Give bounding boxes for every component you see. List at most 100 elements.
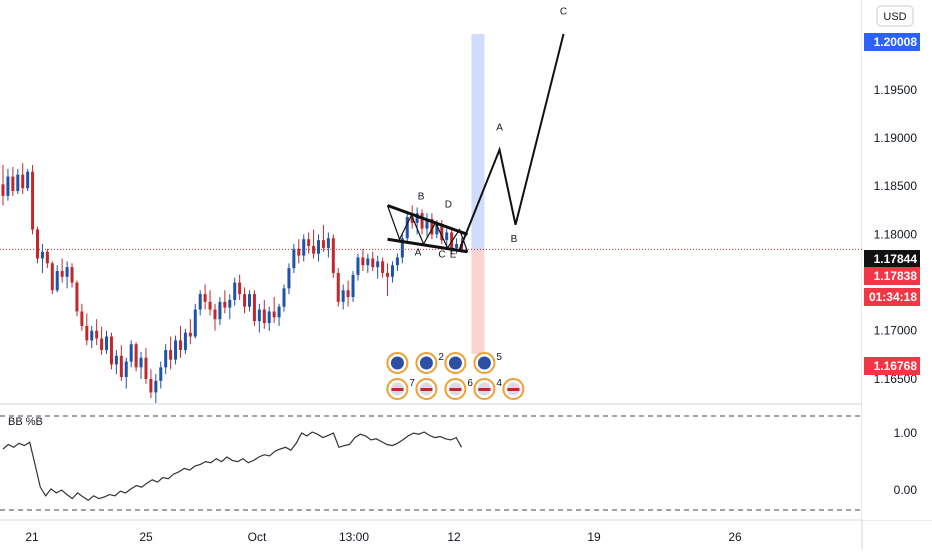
candle-body <box>248 294 251 307</box>
candle <box>317 234 321 262</box>
candle <box>26 168 30 192</box>
event-marker[interactable]: 6 <box>444 378 473 400</box>
candle-body <box>321 240 325 248</box>
candle <box>307 232 311 254</box>
candle <box>119 345 123 381</box>
candle <box>114 350 118 375</box>
event-marker[interactable] <box>386 352 409 374</box>
candle-body <box>440 224 444 241</box>
candle-body <box>144 357 148 379</box>
candle <box>1 165 5 206</box>
event-marker[interactable] <box>444 352 467 374</box>
candle <box>302 234 306 262</box>
indicator-tick: 1.00 <box>894 426 918 440</box>
candle <box>65 261 69 289</box>
wave-label: C <box>438 250 445 261</box>
candle <box>178 325 182 358</box>
candle-body <box>257 309 261 322</box>
eu-flag-icon <box>390 356 404 370</box>
candle-body <box>1 184 5 196</box>
candle-body <box>386 272 390 277</box>
event-marker[interactable]: 5 <box>473 352 502 374</box>
candle <box>243 287 247 314</box>
candle-body <box>297 248 301 256</box>
candle <box>371 251 375 272</box>
time-label: 21 <box>25 530 39 544</box>
pattern-drawing[interactable]: A B C D E A B C <box>386 7 568 261</box>
candle <box>174 335 178 365</box>
candle-body <box>85 325 89 341</box>
candle <box>395 253 399 272</box>
candle <box>376 255 380 279</box>
candle <box>218 297 222 325</box>
candle <box>169 336 173 370</box>
price-badge-bg <box>864 288 920 306</box>
candle <box>16 168 20 194</box>
candle <box>386 263 390 297</box>
candle-body <box>312 245 316 254</box>
event-marker[interactable]: 2 <box>415 352 444 374</box>
candle-body <box>252 294 256 322</box>
candle-body <box>430 218 434 235</box>
candle <box>405 213 409 245</box>
wave-label: E <box>450 250 457 261</box>
candle <box>420 209 424 235</box>
candle <box>282 284 286 312</box>
candle-body <box>65 267 69 277</box>
candle-body <box>26 171 30 189</box>
candle-body <box>45 251 49 264</box>
event-count: 4 <box>496 378 502 389</box>
candle <box>183 328 187 354</box>
candle-body <box>317 240 321 254</box>
candle <box>75 280 79 317</box>
candle-body <box>425 218 429 229</box>
event-marker[interactable]: 7 <box>386 378 415 400</box>
candle <box>60 258 64 283</box>
candle <box>6 168 10 201</box>
candle-body <box>400 238 404 258</box>
candle <box>50 261 54 295</box>
triangle-upper-line <box>387 204 469 236</box>
candle-body <box>174 340 178 360</box>
candle <box>188 319 192 345</box>
candle-body <box>139 357 143 368</box>
eu-flag-icon <box>448 356 462 370</box>
candle-body <box>40 251 44 259</box>
price-tick: 1.19500 <box>874 83 918 97</box>
candle-body <box>262 309 266 324</box>
price-axis[interactable]: USD 1.19500 1.19000 1.18500 1.18000 1.17000 1… <box>862 0 932 520</box>
candle <box>238 274 242 300</box>
candle-body <box>50 263 54 291</box>
candle <box>208 290 212 316</box>
currency-button[interactable] <box>876 5 914 27</box>
candle-body <box>70 267 74 283</box>
candle <box>105 330 109 354</box>
projection-path <box>458 33 565 251</box>
candle-body <box>445 232 449 241</box>
candle-body <box>351 274 355 298</box>
candle-body <box>390 265 394 277</box>
candle-body <box>243 294 247 307</box>
flag-stripe <box>507 388 520 391</box>
time-label: 13:00 <box>339 530 369 544</box>
candle <box>31 165 35 235</box>
candle <box>425 213 429 237</box>
candle <box>55 265 59 293</box>
time-axis[interactable]: 21 25 Oct 13:00 12 19 26 <box>25 530 742 544</box>
price-badge: 01:34:18 <box>864 288 920 306</box>
event-marker[interactable] <box>502 378 525 400</box>
event-markers[interactable]: 2 5 7 6 4 <box>386 352 525 400</box>
candle-body <box>287 268 291 289</box>
event-marker[interactable] <box>415 378 438 400</box>
event-marker[interactable]: 4 <box>473 378 502 400</box>
price-badge: 1.16768 <box>864 357 920 375</box>
candle-body <box>129 344 133 362</box>
candle-body <box>450 232 454 248</box>
candle <box>292 244 296 273</box>
candle-body <box>36 229 40 259</box>
candle <box>351 271 355 302</box>
candle-body <box>395 257 399 266</box>
price-tick: 1.17000 <box>874 324 918 338</box>
